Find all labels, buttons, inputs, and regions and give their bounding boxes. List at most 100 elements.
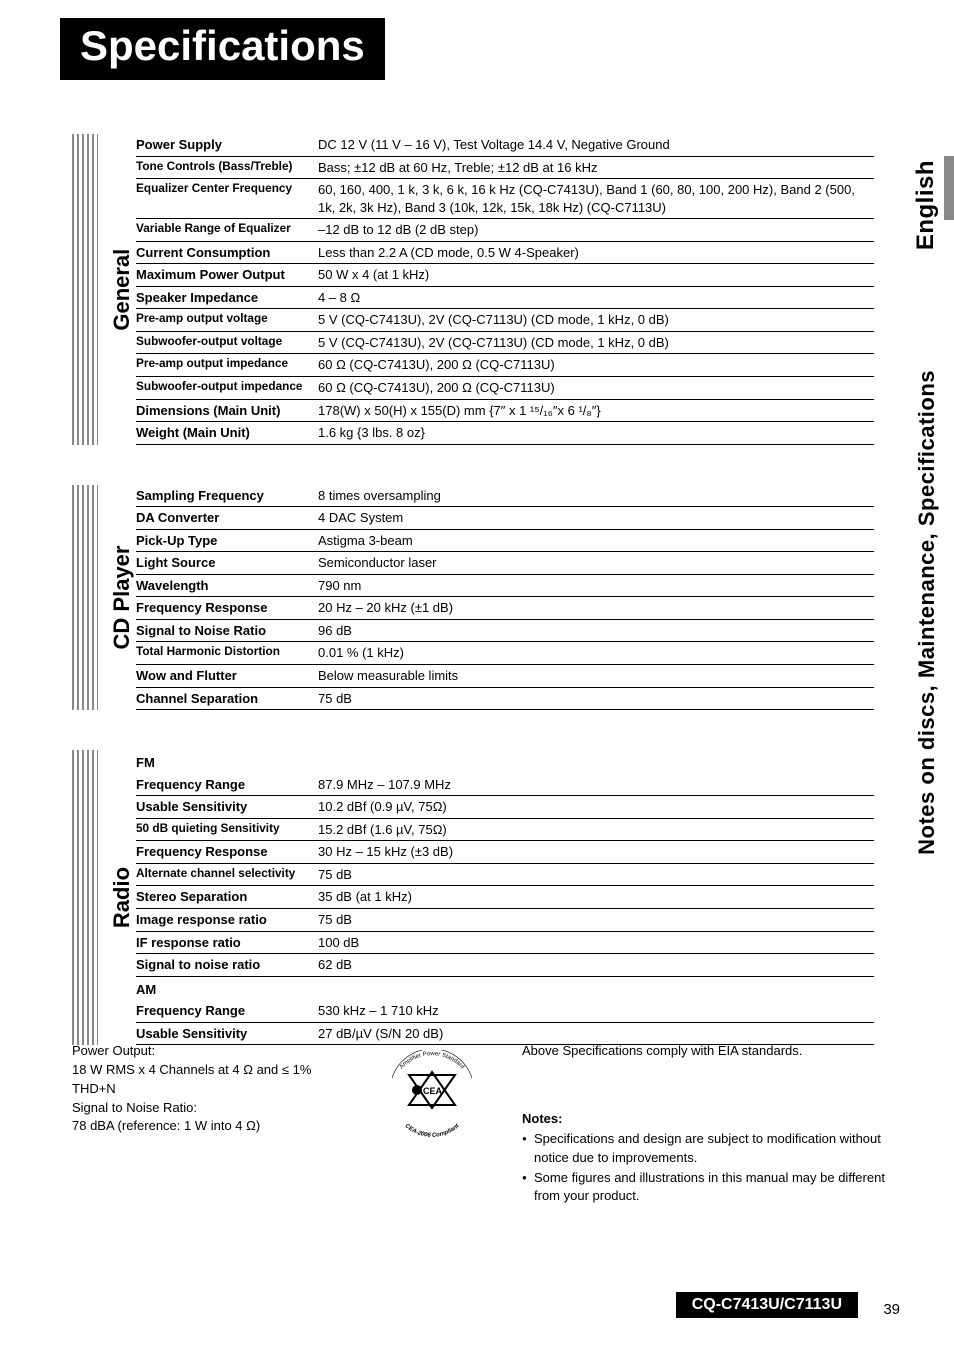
spec-label: Frequency Response [136, 841, 318, 864]
spec-label: Variable Range of Equalizer [136, 219, 318, 242]
table-row: Equalizer Center Frequency60, 160, 400, … [136, 179, 874, 219]
table-row: Variable Range of Equalizer–12 dB to 12 … [136, 219, 874, 242]
section-stripe [72, 750, 98, 1045]
spec-value: 5 V (CQ-C7413U), 2V (CQ-C7113U) (CD mode… [318, 309, 874, 332]
spec-label: IF response ratio [136, 931, 318, 954]
spec-value: 530 kHz – 1 710 kHz [318, 1000, 874, 1022]
spec-label: Image response ratio [136, 908, 318, 931]
spec-label: Maximum Power Output [136, 264, 318, 287]
spec-value: –12 dB to 12 dB (2 dB step) [318, 219, 874, 242]
spec-value: 178(W) x 50(H) x 155(D) mm {7″ x 1 ¹⁵/₁₆… [318, 399, 874, 422]
model-number: CQ-C7413U/C7113U [676, 1292, 858, 1318]
spec-value: Astigma 3-beam [318, 529, 874, 552]
language-label: English [912, 160, 940, 250]
spec-value: 75 dB [318, 687, 874, 710]
table-row: Subwoofer-output impedance60 Ω (CQ-C7413… [136, 377, 874, 400]
spec-label: DA Converter [136, 507, 318, 530]
spec-label: Alternate channel selectivity [136, 863, 318, 886]
table-row: Dimensions (Main Unit)178(W) x 50(H) x 1… [136, 399, 874, 422]
table-row: IF response ratio100 dB [136, 931, 874, 954]
spec-label: Dimensions (Main Unit) [136, 399, 318, 422]
table-row: Image response ratio75 dB [136, 908, 874, 931]
spec-label: Current Consumption [136, 241, 318, 264]
spec-label: Pre-amp output voltage [136, 309, 318, 332]
spec-value: 20 Hz – 20 kHz (±1 dB) [318, 597, 874, 620]
footer: Power Output: 18 W RMS x 4 Channels at 4… [72, 1042, 894, 1207]
am-subheader: AM [136, 976, 874, 1000]
fm-subheader: FM [136, 750, 874, 774]
table-row: Frequency Range530 kHz – 1 710 kHz [136, 1000, 874, 1022]
spec-label: Frequency Range [136, 774, 318, 796]
table-row: Maximum Power Output50 W x 4 (at 1 kHz) [136, 264, 874, 287]
spec-value: 62 dB [318, 954, 874, 977]
spec-label: Frequency Response [136, 597, 318, 620]
spec-value: 1.6 kg {3 lbs. 8 oz} [318, 422, 874, 445]
cdplayer-spec-table: Sampling Frequency8 times oversamplingDA… [136, 485, 874, 710]
spec-value: 0.01 % (1 kHz) [318, 642, 874, 665]
section-stripe [72, 134, 98, 445]
spec-label: Speaker Impedance [136, 286, 318, 309]
table-row: Signal to Noise Ratio96 dB [136, 619, 874, 642]
table-row: Wow and FlutterBelow measurable limits [136, 665, 874, 688]
radio-spec-table: FM Frequency Range87.9 MHz – 107.9 MHzUs… [136, 750, 874, 1045]
spec-value: 96 dB [318, 619, 874, 642]
power-output-label: Power Output: [72, 1042, 342, 1061]
spec-label: Signal to Noise Ratio [136, 619, 318, 642]
table-row: Wavelength790 nm [136, 574, 874, 597]
table-row: Signal to noise ratio62 dB [136, 954, 874, 977]
section-stripe [72, 485, 98, 710]
spec-label: Tone Controls (Bass/Treble) [136, 156, 318, 179]
spec-label: Usable Sensitivity [136, 796, 318, 819]
spec-value: 790 nm [318, 574, 874, 597]
spec-label: Light Source [136, 552, 318, 575]
spec-label: Frequency Range [136, 1000, 318, 1022]
table-row: DA Converter4 DAC System [136, 507, 874, 530]
svg-text:CEA-2006 Compliant: CEA-2006 Compliant [404, 1123, 461, 1139]
table-row: Weight (Main Unit)1.6 kg {3 lbs. 8 oz} [136, 422, 874, 445]
table-row: Total Harmonic Distortion0.01 % (1 kHz) [136, 642, 874, 665]
spec-value: Below measurable limits [318, 665, 874, 688]
spec-label: Sampling Frequency [136, 485, 318, 507]
spec-value: 87.9 MHz – 107.9 MHz [318, 774, 874, 796]
table-row: Light SourceSemiconductor laser [136, 552, 874, 575]
spec-label: Channel Separation [136, 687, 318, 710]
table-row: Sampling Frequency8 times oversampling [136, 485, 874, 507]
spec-value: 75 dB [318, 863, 874, 886]
spec-value: DC 12 V (11 V – 16 V), Test Voltage 14.4… [318, 134, 874, 156]
table-row: Pick-Up TypeAstigma 3-beam [136, 529, 874, 552]
page-title: Specifications [60, 18, 385, 80]
spec-label: Subwoofer-output voltage [136, 331, 318, 354]
general-spec-table: Power SupplyDC 12 V (11 V – 16 V), Test … [136, 134, 874, 445]
spec-value: 10.2 dBf (0.9 µV, 75Ω) [318, 796, 874, 819]
spec-value: Bass; ±12 dB at 60 Hz, Treble; ±12 dB at… [318, 156, 874, 179]
note-item: Some figures and illustrations in this m… [522, 1169, 894, 1205]
table-row: Pre-amp output voltage5 V (CQ-C7413U), 2… [136, 309, 874, 332]
spec-value: 35 dB (at 1 kHz) [318, 886, 874, 909]
note-item: Specifications and design are subject to… [522, 1130, 894, 1166]
svg-text:CEA: CEA [423, 1086, 443, 1096]
spec-label: Weight (Main Unit) [136, 422, 318, 445]
table-row: Power SupplyDC 12 V (11 V – 16 V), Test … [136, 134, 874, 156]
compliance-text: Above Specifications comply with EIA sta… [522, 1042, 894, 1060]
spec-label: Pick-Up Type [136, 529, 318, 552]
notes-list: Specifications and design are subject to… [522, 1130, 894, 1205]
spec-value: 5 V (CQ-C7413U), 2V (CQ-C7113U) (CD mode… [318, 331, 874, 354]
section-label-general: General [108, 134, 136, 445]
table-row: Current ConsumptionLess than 2.2 A (CD m… [136, 241, 874, 264]
spec-value: 60 Ω (CQ-C7413U), 200 Ω (CQ-C7113U) [318, 377, 874, 400]
spec-label: Pre-amp output impedance [136, 354, 318, 377]
table-row: Stereo Separation35 dB (at 1 kHz) [136, 886, 874, 909]
spec-value: 8 times oversampling [318, 485, 874, 507]
spec-value: 4 – 8 Ω [318, 286, 874, 309]
spec-value: 4 DAC System [318, 507, 874, 530]
snr-label: Signal to Noise Ratio: [72, 1099, 342, 1118]
table-row: Pre-amp output impedance60 Ω (CQ-C7413U)… [136, 354, 874, 377]
notes-title: Notes: [522, 1110, 894, 1128]
spec-label: Wavelength [136, 574, 318, 597]
spec-value: 60, 160, 400, 1 k, 3 k, 6 k, 16 k Hz (CQ… [318, 179, 874, 219]
spec-value: 75 dB [318, 908, 874, 931]
language-tab-marker [944, 156, 954, 220]
spec-value: 15.2 dBf (1.6 µV, 75Ω) [318, 818, 874, 841]
table-row: 50 dB quieting Sensitivity15.2 dBf (1.6 … [136, 818, 874, 841]
breadcrumb: Notes on discs, Maintenance, Specificati… [914, 370, 940, 855]
